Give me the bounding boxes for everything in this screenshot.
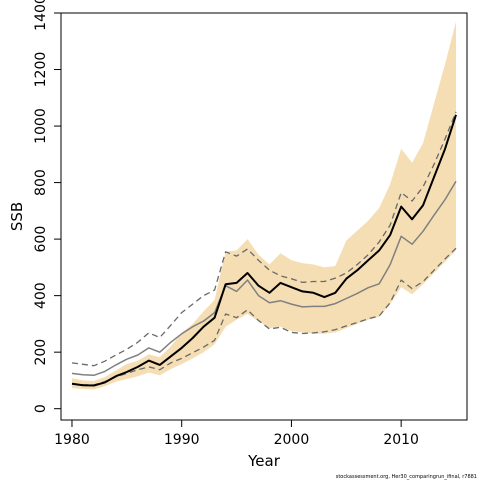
y-axis: 0 200 400 600 800 1000 1200 1400 <box>33 0 61 413</box>
plot-frame <box>60 12 468 421</box>
series-line-1 <box>71 114 457 387</box>
y-axis-title: SSB <box>8 202 26 231</box>
y-tick-label: 200 <box>33 339 49 366</box>
credit-annotation: stockassessment.org, Her30_comparingrun_… <box>336 474 477 480</box>
plot-area <box>60 12 468 421</box>
series-line-4 <box>71 247 457 386</box>
x-axis-title: Year <box>247 452 281 470</box>
y-tick-label: 400 <box>33 282 49 309</box>
y-tick-label: 1000 <box>33 108 49 144</box>
y-tick-label: 1400 <box>33 0 49 31</box>
x-tick-label: 2010 <box>383 432 419 448</box>
y-tick-label: 1200 <box>33 52 49 88</box>
x-tick-label: 2000 <box>274 432 310 448</box>
confidence-band <box>72 21 456 390</box>
x-tick-label: 1980 <box>54 432 90 448</box>
x-axis: 1980 1990 2000 2010 <box>54 420 419 448</box>
x-tick-label: 1990 <box>164 432 200 448</box>
y-tick-label: 600 <box>33 226 49 253</box>
y-tick-label: 800 <box>33 169 49 196</box>
series-line-2 <box>71 180 457 377</box>
y-tick-label: 0 <box>33 404 49 413</box>
series-lines <box>71 111 457 387</box>
